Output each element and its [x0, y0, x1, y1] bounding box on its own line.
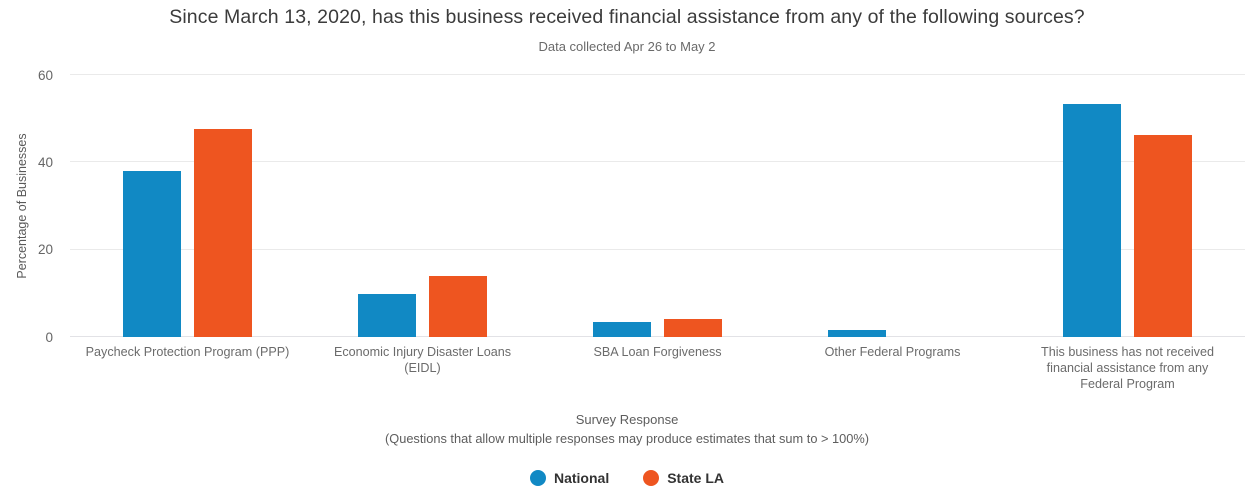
- chart-subtitle: Data collected Apr 26 to May 2: [538, 39, 716, 54]
- x-axis-label-line: SBA Loan Forgiveness: [593, 345, 722, 359]
- plot-area: Percentage of Businesses 0 20 40 60: [15, 68, 1245, 343]
- y-tick-label-60: 60: [37, 67, 53, 83]
- x-axis-label-1: Economic Injury Disaster Loans (EIDL): [305, 344, 540, 376]
- legend-item-state-la[interactable]: State LA: [643, 470, 724, 486]
- y-tick-label-20: 20: [37, 241, 53, 257]
- legend-swatch-circle-icon: [643, 470, 660, 486]
- x-axis-label-2: SBA Loan Forgiveness: [540, 344, 775, 360]
- bar-national-3[interactable]: [828, 330, 886, 337]
- gridline-0: [70, 336, 1245, 337]
- bar-state-la-1[interactable]: [429, 276, 487, 337]
- bar-national-1[interactable]: [358, 293, 416, 337]
- gridline-20: [70, 248, 1245, 250]
- bar-state-la-4[interactable]: [1134, 135, 1192, 337]
- bar-national-4[interactable]: [1063, 104, 1121, 337]
- x-axis-title-note: (Questions that allow multiple responses…: [384, 431, 870, 446]
- legend-label: National: [553, 470, 610, 486]
- x-axis-label-line: Paycheck Protection Program (PPP): [85, 345, 290, 359]
- bar-national-0[interactable]: [123, 170, 181, 337]
- x-axis-title-main: Survey Response: [575, 412, 679, 427]
- chart-legend: National State LA: [0, 470, 1254, 486]
- bar-state-la-2[interactable]: [664, 319, 722, 337]
- x-axis-label-line: Other Federal Programs: [824, 345, 961, 359]
- x-axis-label-3: Other Federal Programs: [775, 344, 1010, 360]
- x-axis-label-line: Economic Injury Disaster Loans: [333, 345, 512, 359]
- chart-title: Since March 13, 2020, has this business …: [169, 6, 1085, 28]
- x-axis-label-line: Federal Program: [1080, 377, 1175, 391]
- bar-national-2[interactable]: [593, 322, 651, 337]
- legend-swatch-circle-icon: [529, 470, 546, 486]
- x-axis-label-4: This business has not received financial …: [1010, 344, 1245, 392]
- legend-label: State LA: [667, 470, 725, 486]
- bar-state-la-0[interactable]: [194, 129, 252, 337]
- x-axis-label-line: This business has not received: [1041, 345, 1214, 359]
- gridline-60: [70, 74, 1245, 75]
- y-tick-label-40: 40: [37, 154, 53, 170]
- y-tick-label-0: 0: [45, 329, 53, 345]
- x-axis-label-line: (EIDL): [404, 361, 441, 375]
- legend-item-national[interactable]: National: [529, 470, 610, 486]
- gridline-40: [70, 161, 1245, 163]
- x-axis-title: Survey Response (Questions that allow mu…: [0, 410, 1254, 448]
- x-axis-label-line: financial assistance from any: [1046, 361, 1209, 375]
- x-axis-label-0: Paycheck Protection Program (PPP): [70, 344, 305, 360]
